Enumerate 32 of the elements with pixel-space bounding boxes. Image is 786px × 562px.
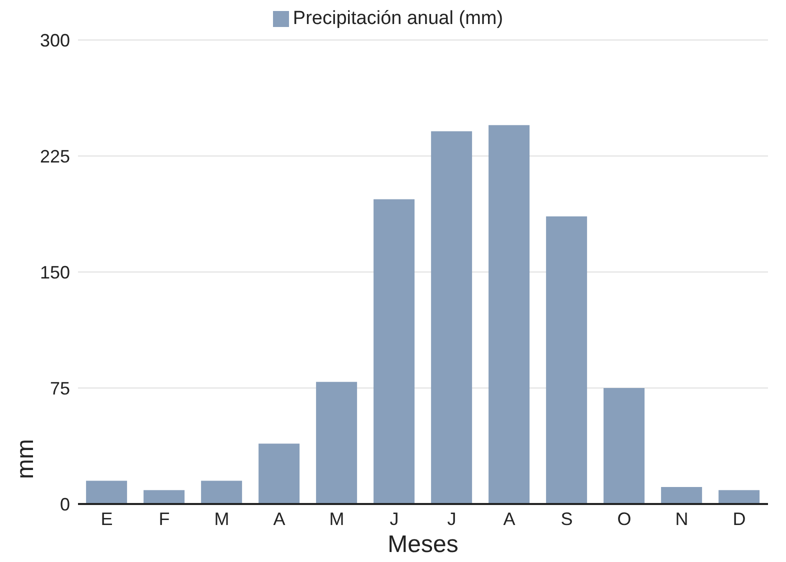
y-tick-label: 150 [40,262,70,282]
x-tick-label: N [675,508,688,529]
y-tick-label: 75 [50,378,70,398]
x-tick-label: A [273,508,286,529]
x-tick-label: F [158,508,170,529]
bar [201,480,242,504]
bar [144,490,185,504]
x-tick-label: D [732,508,746,529]
bar [258,444,300,504]
x-tick-label: E [100,508,113,529]
x-tick-label: M [214,508,230,529]
bar [718,490,760,504]
bar [661,486,702,504]
legend-label: Precipitación anual (mm) [292,8,504,29]
bar [316,382,358,504]
y-axis-title: mm [12,439,39,479]
y-tick-label: 225 [40,146,70,166]
bar [546,216,588,504]
x-tick-label: J [447,508,456,529]
x-axis-title: Meses [388,531,458,558]
x-tick-label: O [617,508,632,529]
bar [86,480,128,504]
x-tick-label: S [560,508,573,529]
y-tick-label: 300 [40,30,70,50]
bar [488,125,530,504]
x-tick-label: J [390,508,399,529]
bar [374,199,415,504]
bar [431,131,472,504]
bar [604,388,645,504]
y-tick-label: 0 [60,494,70,514]
x-tick-label: A [503,508,516,529]
x-tick-label: M [329,508,344,529]
